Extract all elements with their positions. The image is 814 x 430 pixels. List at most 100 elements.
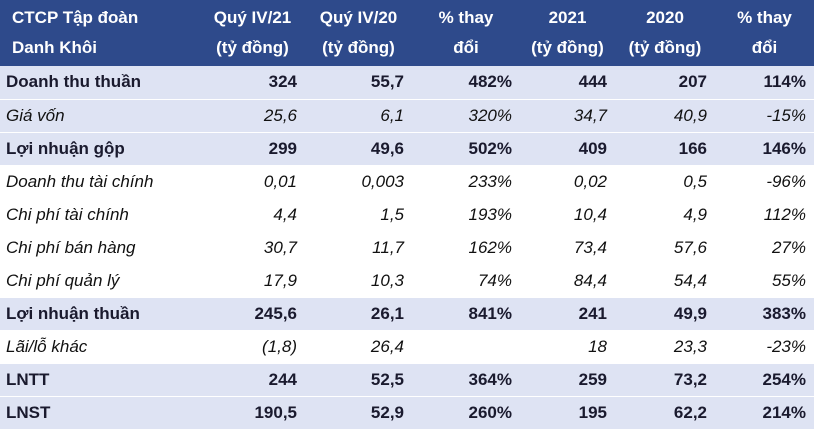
value-cell: 409 [520,132,615,166]
value-cell: 57,6 [615,231,715,265]
value-cell: 6,1 [305,99,412,133]
header-text: (tỷ đồng) [628,38,702,57]
value-cell: 17,9 [200,264,305,298]
value-cell: 0,5 [615,165,715,199]
value-cell: 52,9 [305,396,412,430]
header-text: Quý IV/21 [213,8,292,27]
value-cell: 259 [520,363,615,397]
value-cell: 26,4 [305,330,412,364]
value-cell: 195 [520,396,615,430]
value-cell: 74% [412,264,520,298]
row-label: Doanh thu tài chính [0,165,200,199]
row-label: Giá vốn [0,99,200,133]
value-cell: 214% [715,396,814,430]
value-cell: 324 [200,66,305,100]
table-row: Lãi/lỗ khác (1,8) 26,4 18 23,3 -23% [0,330,814,364]
header-cell: CTCP Tập đoàn Danh Khôi [0,0,200,66]
value-cell: 55% [715,264,814,298]
row-label: Lãi/lỗ khác [0,330,200,364]
table-row: LNST 190,5 52,9 260% 195 62,2 214% [0,396,814,430]
value-cell: 482% [412,66,520,100]
header-cell: Quý IV/20 (tỷ đồng) [305,0,412,66]
value-cell: 166 [615,132,715,166]
value-cell: 193% [412,198,520,232]
value-cell: 233% [412,165,520,199]
value-cell: 25,6 [200,99,305,133]
value-cell: 299 [200,132,305,166]
row-label: Chi phí quản lý [0,264,200,298]
header-text: % thay [438,8,494,27]
table-row: Lợi nhuận thuần 245,6 26,1 841% 241 49,9 383% [0,297,814,331]
value-cell: 245,6 [200,297,305,331]
value-cell: 444 [520,66,615,100]
value-cell: 4,4 [200,198,305,232]
value-cell: 162% [412,231,520,265]
row-label: Chi phí tài chính [0,198,200,232]
value-cell: 26,1 [305,297,412,331]
row-label: Doanh thu thuần [0,66,200,100]
value-cell: 34,7 [520,99,615,133]
value-cell: 146% [715,132,814,166]
value-cell: -23% [715,330,814,364]
header-text: (tỷ đồng) [322,38,395,57]
value-cell: 112% [715,198,814,232]
value-cell: 62,2 [615,396,715,430]
value-cell: -96% [715,165,814,199]
header-row: CTCP Tập đoàn Danh Khôi Quý IV/21 (tỷ đồng)… [0,0,814,66]
row-label: Lợi nhuận gộp [0,132,200,166]
value-cell: 84,4 [520,264,615,298]
header-cell: Quý IV/21 (tỷ đồng) [200,0,305,66]
value-cell: 73,2 [615,363,715,397]
value-cell: 114% [715,66,814,100]
table-body: Doanh thu thuần 324 55,7 482% 444 207 114% Giá … [0,66,814,430]
value-cell: 1,5 [305,198,412,232]
value-cell [412,330,520,364]
value-cell: 320% [412,99,520,133]
header-text: Danh Khôi [12,38,97,57]
table-row: Chi phí bán hàng 30,7 11,7 162% 73,4 57,6 27% [0,231,814,265]
value-cell: 73,4 [520,231,615,265]
value-cell: 11,7 [305,231,412,265]
value-cell: 241 [520,297,615,331]
value-cell: 49,9 [615,297,715,331]
value-cell: 502% [412,132,520,166]
table-row: Lợi nhuận gộp 299 49,6 502% 409 166 146% [0,132,814,166]
header-text: (tỷ đồng) [216,38,289,57]
value-cell: (1,8) [200,330,305,364]
table-row: Doanh thu tài chính 0,01 0,003 233% 0,02 0,5-… [0,165,814,199]
value-cell: 841% [412,297,520,331]
table-row: Doanh thu thuần 324 55,7 482% 444 207 114% [0,66,814,100]
value-cell: 23,3 [615,330,715,364]
header-text: đổi [751,38,778,57]
value-cell: 0,003 [305,165,412,199]
table-row: Chi phí quản lý 17,9 10,3 74% 84,4 54,4 55% [0,264,814,298]
header-text: CTCP Tập đoàn [12,8,139,27]
header-text: đổi [453,38,479,57]
value-cell: 254% [715,363,814,397]
header-text: 2020 [646,8,684,27]
header-text: Quý IV/20 [319,8,398,27]
value-cell: 30,7 [200,231,305,265]
value-cell: 260% [412,396,520,430]
value-cell: 40,9 [615,99,715,133]
header-text: % thay [737,8,792,27]
value-cell: 383% [715,297,814,331]
value-cell: 10,4 [520,198,615,232]
value-cell: 49,6 [305,132,412,166]
row-label: Chi phí bán hàng [0,231,200,265]
table-row: Chi phí tài chính 4,4 1,5 193% 10,4 4,9 112% [0,198,814,232]
header-cell: % thay đổi [715,0,814,66]
row-label: LNTT [0,363,200,397]
value-cell: 207 [615,66,715,100]
value-cell: 4,9 [615,198,715,232]
row-label: Lợi nhuận thuần [0,297,200,331]
value-cell: 244 [200,363,305,397]
value-cell: 54,4 [615,264,715,298]
header-text: (tỷ đồng) [531,38,604,57]
value-cell: 10,3 [305,264,412,298]
value-cell: 52,5 [305,363,412,397]
value-cell: 18 [520,330,615,364]
header-cell: % thay đổi [412,0,520,66]
